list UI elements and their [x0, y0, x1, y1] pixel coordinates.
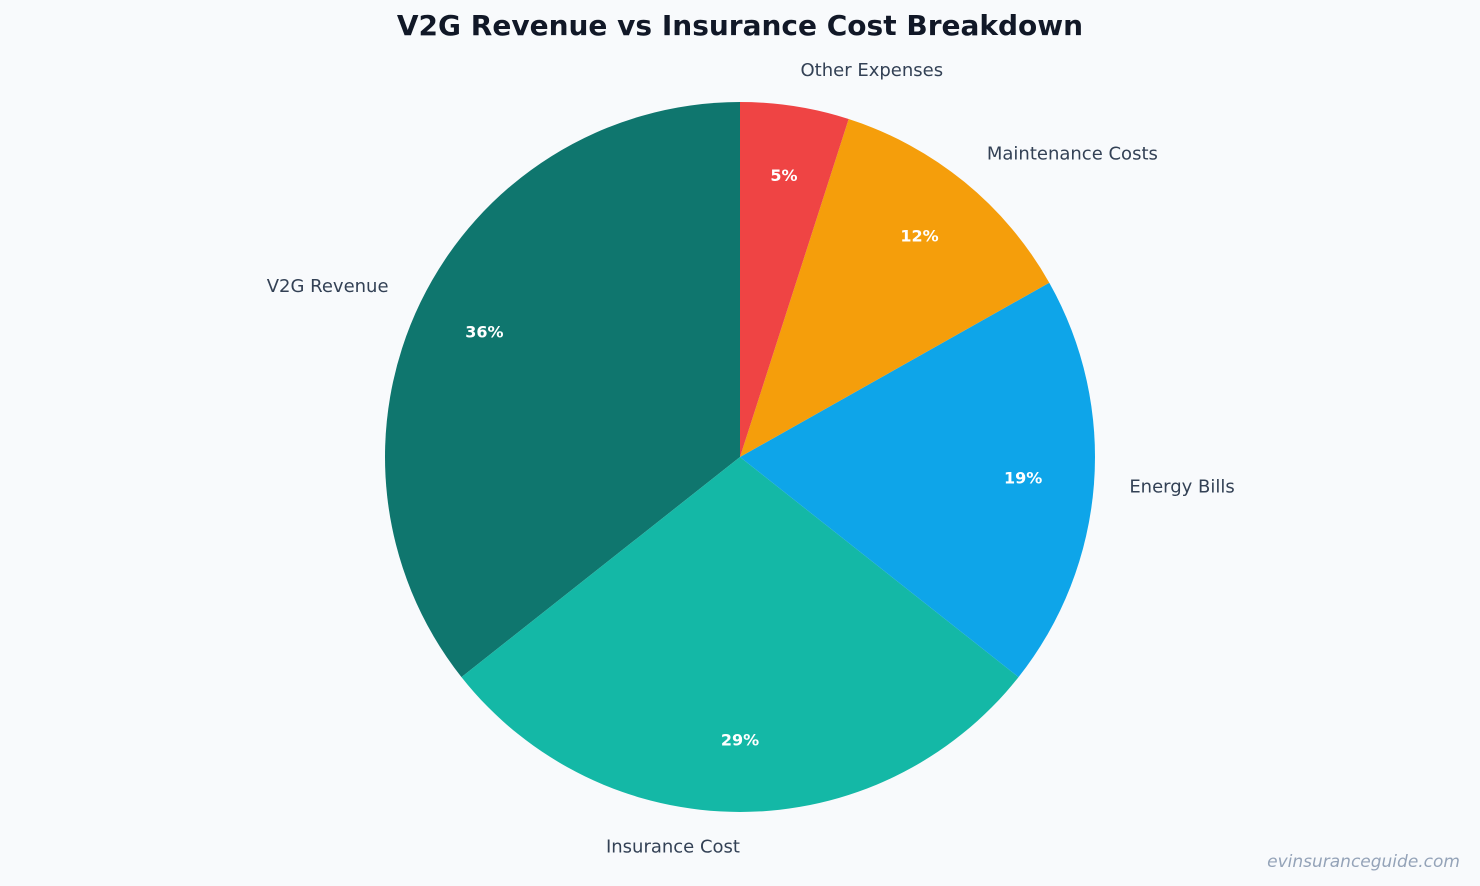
- watermark: evinsuranceguide.com: [1267, 852, 1460, 872]
- category-label: Maintenance Costs: [987, 143, 1158, 164]
- category-label: Energy Bills: [1129, 476, 1234, 497]
- pie-slice: [461, 457, 1019, 812]
- value-label: 36%: [465, 323, 503, 342]
- value-label: 29%: [721, 731, 759, 750]
- value-label: 12%: [900, 226, 938, 245]
- chart-title: V2G Revenue vs Insurance Cost Breakdown: [397, 9, 1083, 42]
- pie-slice: [740, 282, 1095, 678]
- pie-slice: [384, 102, 740, 678]
- value-label: 5%: [770, 166, 797, 185]
- category-label: Insurance Cost: [606, 837, 740, 858]
- category-label: V2G Revenue: [267, 276, 389, 297]
- pie-slice: [740, 102, 849, 457]
- category-label: Other Expenses: [800, 60, 943, 81]
- value-label: 19%: [1004, 469, 1042, 488]
- pie-slice: [740, 119, 1050, 458]
